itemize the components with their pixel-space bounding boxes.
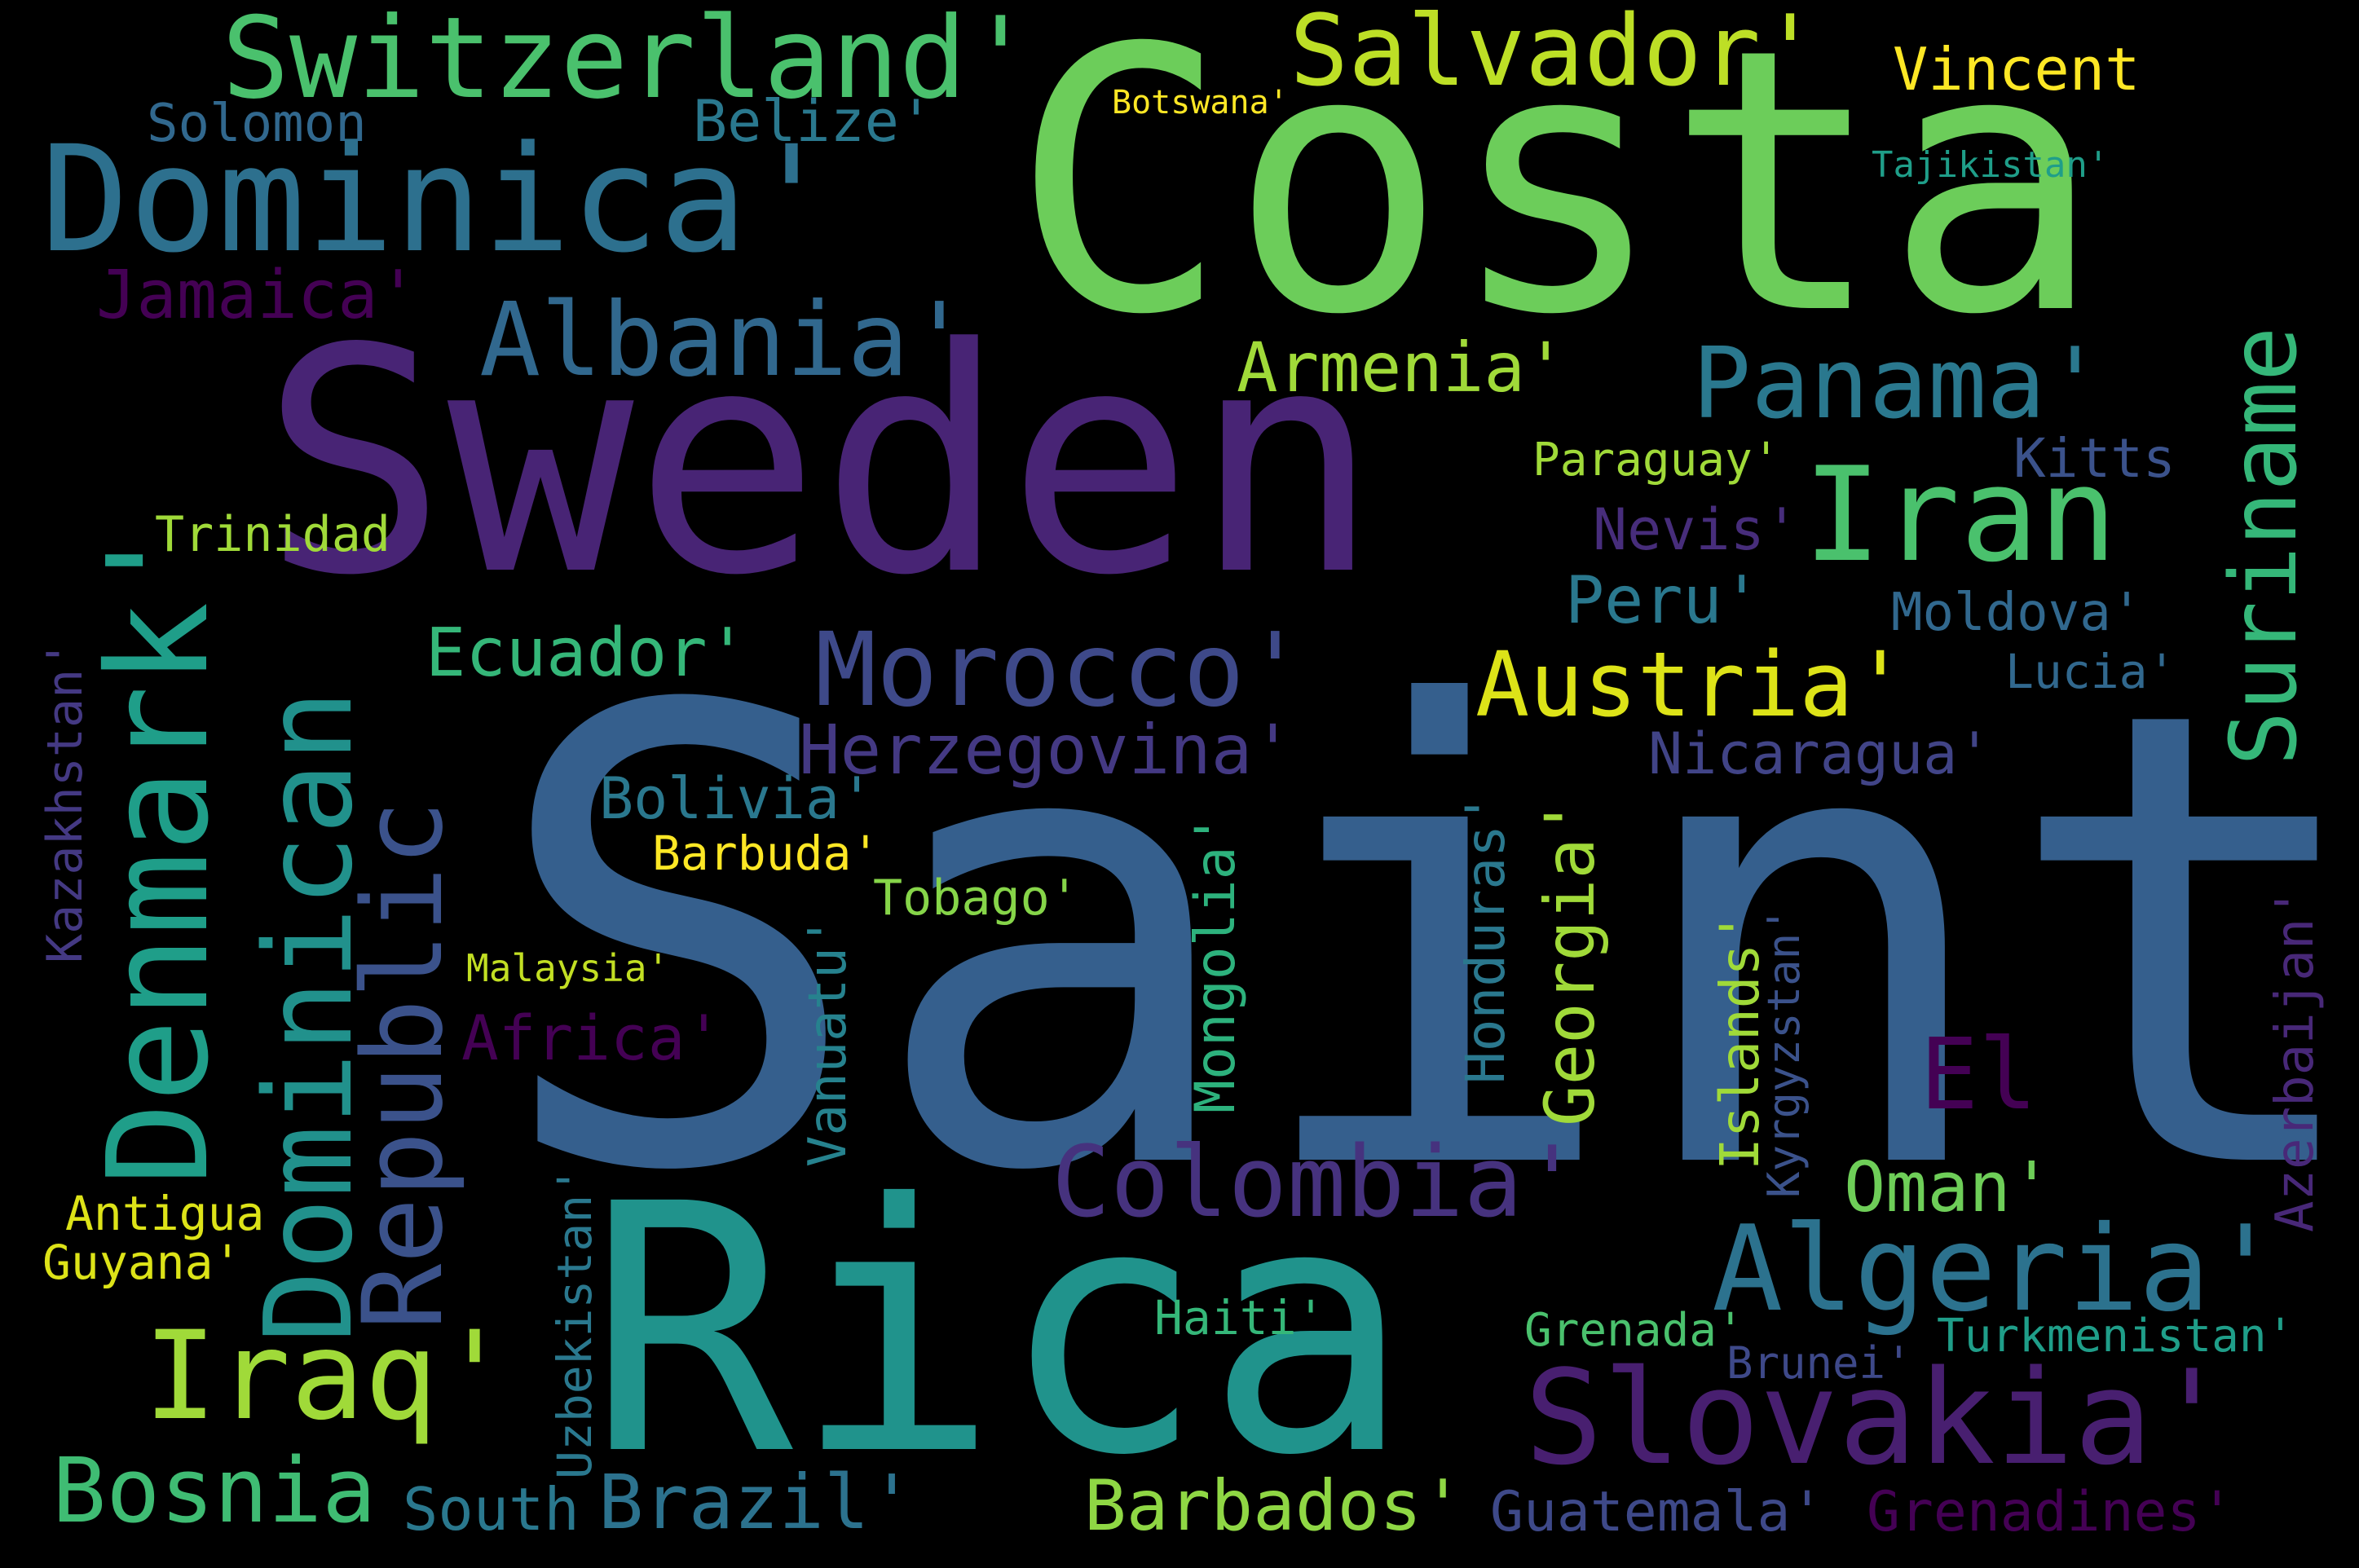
word-peru: Peru' (1565, 562, 1762, 638)
word-antigua: Antigua (65, 1186, 265, 1241)
word-vanuatu: Vanuatu' (798, 915, 858, 1167)
word-haiti: Haiti' (1154, 1290, 1325, 1346)
word-saint: Saint (489, 577, 2359, 1308)
word-iraq: Iraq' (143, 1306, 512, 1447)
word-tobago: Tobago' (873, 870, 1079, 927)
word-denmark: Denmark' (78, 518, 240, 1186)
word-algeria: Algeria' (1712, 1200, 2282, 1338)
word-panama: Panama' (1692, 328, 2105, 441)
word-trinidad: Trinidad (155, 506, 390, 563)
word-barbados: Barbados' (1084, 1465, 1464, 1547)
word-vincent: Vincent (1893, 35, 2141, 104)
word-south: South (403, 1475, 580, 1544)
word-turkmenistan: Turkmenistan' (1937, 1310, 2295, 1363)
word-austria: Austria' (1475, 632, 1907, 737)
word-herzegovina: Herzegovina' (799, 710, 1294, 790)
word-brunei: Brunei' (1726, 1337, 1912, 1389)
word-salvador: Salvador' (1290, 0, 1820, 108)
word-iran: Iran (1803, 438, 2118, 591)
word-guyana: Guyana' (42, 1235, 242, 1290)
word-oman: Oman' (1844, 1147, 2053, 1228)
word-paraguay: Paraguay' (1532, 434, 1780, 487)
word-dominica: Dominica' (41, 115, 836, 285)
word-uzbekistan: Uzbekistan' (547, 1165, 602, 1479)
word-kazakhstan: Kazakhstan' (37, 639, 94, 963)
word-rica: Rica (587, 1132, 1412, 1531)
word-belize: Belize' (693, 88, 934, 155)
word-nevis: Nevis' (1593, 496, 1799, 563)
word-lucia: Lucia' (2005, 644, 2176, 699)
word-grenada: Grenada' (1524, 1304, 1744, 1357)
word-morocco: Morocco' (815, 611, 1307, 729)
word-africa: Africa' (461, 1002, 723, 1074)
word-colombia: Colombia' (1052, 1126, 1582, 1240)
word-malaysia: Malaysia' (466, 946, 670, 990)
word-honduras: Honduras' (1454, 792, 1517, 1084)
word-barbuda: Barbuda' (652, 826, 880, 881)
word-suriname: Suriname (2211, 326, 2317, 766)
word-botswana: Botswana' (1112, 84, 1289, 121)
word-republic: Republic (339, 799, 467, 1330)
word-moldova: Moldova' (1891, 583, 2143, 643)
word-armenia: Armenia' (1237, 328, 1567, 407)
word-georgia: Georgia' (1530, 796, 1610, 1126)
word-azerbaijan: Azerbaijan' (2265, 887, 2326, 1232)
word-el: El (1920, 1019, 2038, 1132)
word-kitts: Kitts (2013, 427, 2176, 490)
word-bolivia: Bolivia' (599, 765, 875, 832)
word-albania: Albania' (479, 281, 971, 399)
word-costa: Costa (1011, 0, 2103, 394)
word-sweden: Sweden (261, 282, 1380, 643)
word-solomon: Solomon (147, 94, 367, 154)
word-switzerland: Switzerland' (222, 0, 1034, 124)
word-guatemala: Guatemala' (1490, 1480, 1824, 1544)
word-kyrgyzstan: Kyrgyzstan' (1758, 906, 1810, 1198)
word-ecuador: Ecuador' (426, 614, 747, 692)
word-tajikistan: Tajikistan' (1872, 144, 2110, 186)
word-grenadines: Grenadines' (1867, 1480, 2234, 1544)
word-brazil: Brazil' (598, 1459, 915, 1546)
word-slovakia: Slovakia' (1524, 1341, 2231, 1494)
word-mongolia: Mongolia' (1184, 813, 1248, 1113)
word-jamaica: Jamaica' (96, 257, 418, 334)
word-bosnia: Bosnia (52, 1438, 377, 1543)
word-nicaragua: Nicaragua' (1648, 720, 1992, 787)
